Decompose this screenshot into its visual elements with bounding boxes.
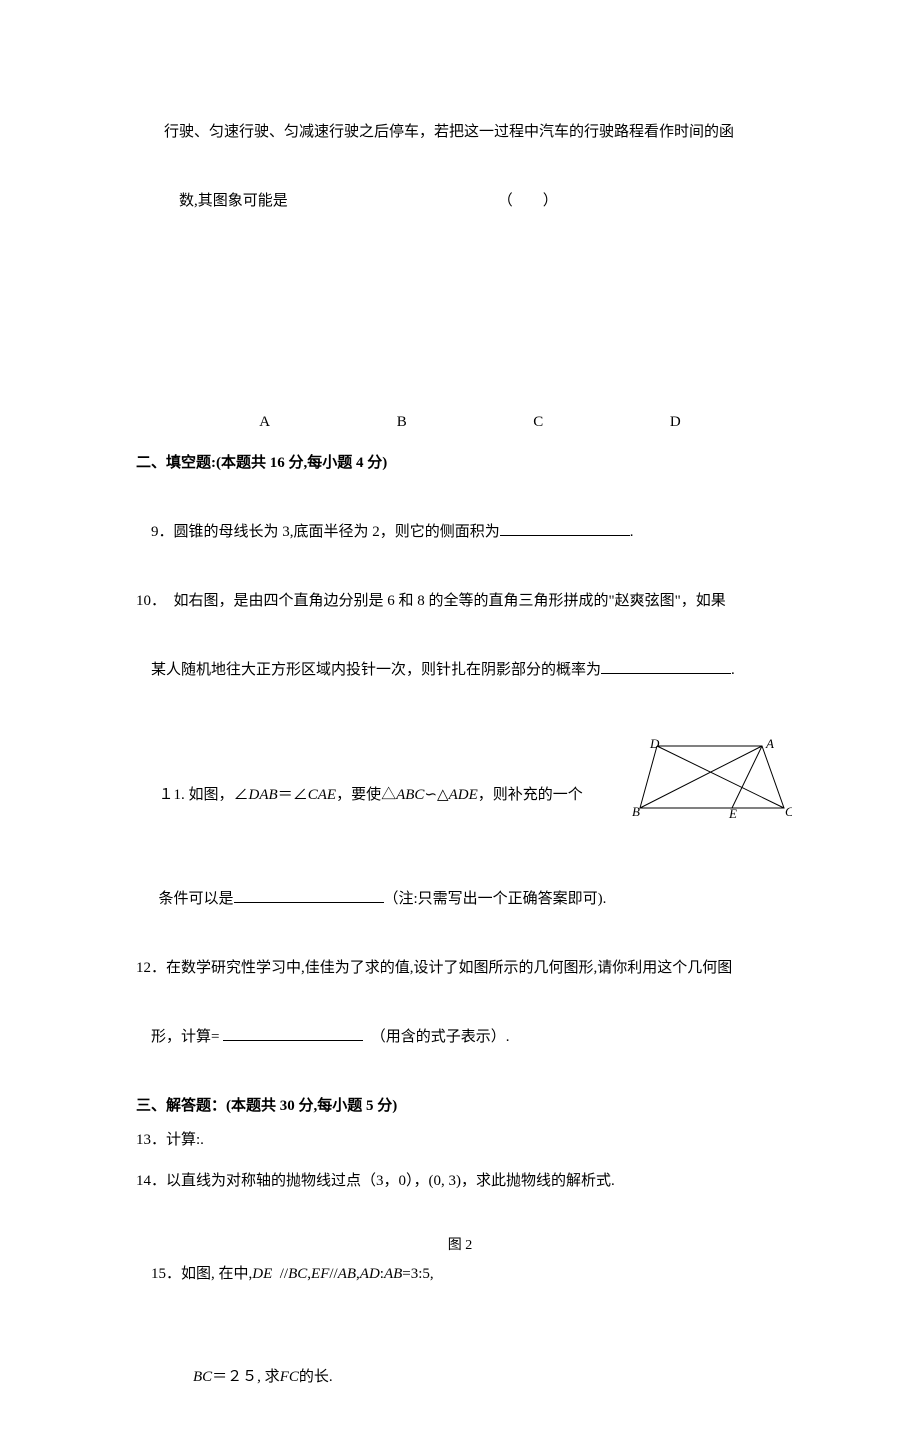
- q13: 13．计算:.: [136, 1123, 784, 1158]
- q12-line1: 12．在数学研究性学习中,佳佳为了求的值,设计了如图所示的几何图形,请你利用这个…: [136, 951, 784, 986]
- q15-ab: AB: [338, 1266, 356, 1282]
- q8-cont-line1: 行驶、匀速行驶、匀减速行驶之后停车，若把这一过程中汽车的行驶路程看作时间的函: [136, 115, 784, 150]
- q15-p2: //: [329, 1266, 337, 1282]
- q11-abc: ABC: [396, 787, 424, 803]
- choice-d: D: [670, 405, 681, 440]
- q10-line2: 某人随机地往大正方形区域内投针一次，则针扎在阴影部分的概率为.: [136, 618, 784, 722]
- q11-t4: ，则补充的一个: [478, 787, 583, 803]
- q15-p1: //: [272, 1266, 288, 1282]
- q11-tri2: △: [437, 787, 449, 803]
- svg-text:A: A: [765, 738, 774, 751]
- q10-line2-text: 某人随机地往大正方形区域内投针一次，则针扎在阴影部分的概率为: [151, 662, 601, 678]
- q9-period: .: [630, 524, 634, 540]
- q15-ad: AD: [360, 1266, 380, 1282]
- q8-cont-line2-text: 数,其图象可能是: [179, 193, 288, 209]
- q15-ab2: AB: [384, 1266, 402, 1282]
- q9-blank: [500, 521, 630, 536]
- q11-line2: 条件可以是 （注:只需写出一个正确答案即可).: [136, 847, 784, 951]
- q12-blank: [223, 1026, 363, 1041]
- q14: 14．以直线为对称轴的抛物线过点（3，0），(0, 3)，求此抛物线的解析式.: [136, 1164, 784, 1199]
- q15-ef: EF: [311, 1266, 329, 1282]
- q10-period: .: [731, 662, 735, 678]
- q15-bc2: BC: [193, 1369, 212, 1385]
- q11-tri1: △: [381, 787, 396, 803]
- q11-blank: [234, 888, 384, 903]
- q11-t1: １1. 如图，: [159, 787, 234, 803]
- section2-heading: 二、填空题:(本题共 16 分,每小题 4 分): [136, 446, 784, 481]
- q15-a: 15．如图, 在中,: [151, 1266, 252, 1282]
- q11-l2a: 条件可以是: [159, 891, 234, 907]
- choice-b: B: [397, 405, 407, 440]
- q15-bc: BC: [288, 1266, 307, 1282]
- q15-r: =3:5,: [402, 1266, 433, 1282]
- q12-line2: 形，计算= （用含的式子表示）.: [136, 985, 784, 1089]
- q15-end: 的长.: [299, 1369, 333, 1385]
- q15-fc: FC: [280, 1369, 299, 1385]
- q11-wrap: １1. 如图，∠DAB＝∠CAE，要使△ABC∽△ADE，则补充的一个 条件可以…: [136, 744, 784, 951]
- choice-c: C: [533, 405, 543, 440]
- q15-de: DE: [252, 1266, 272, 1282]
- q10-blank: [601, 659, 731, 674]
- q9-text: 9．圆锥的母线长为 3,底面半径为 2，则它的侧面积为: [151, 524, 500, 540]
- choice-a: A: [259, 405, 270, 440]
- q11-cae: CAE: [308, 787, 336, 803]
- q11-l2b: （注:只需写出一个正确答案即可).: [384, 891, 607, 907]
- page-footer: 图 2: [0, 1230, 920, 1262]
- q9: 9．圆锥的母线长为 3,底面半径为 2，则它的侧面积为.: [136, 480, 784, 584]
- q11-t3: ，要使: [336, 787, 381, 803]
- svg-text:D: D: [649, 738, 660, 751]
- svg-text:E: E: [728, 806, 737, 820]
- q12-l2a: 形，计算=: [151, 1029, 223, 1045]
- q11-ade: ADE: [449, 787, 478, 803]
- q11-eq: ＝: [278, 787, 293, 803]
- q10-line1: 10． 如右图，是由四个直角边分别是 6 和 8 的全等的直角三角形拼成的"赵爽…: [136, 584, 784, 619]
- q11-figure: D A B E C: [632, 738, 792, 820]
- q12-l2b: （用含的式子表示）.: [371, 1029, 510, 1045]
- section3-heading: 三、解答题：(本题共 30 分,每小题 5 分): [136, 1089, 784, 1124]
- q15-25: ＝２５, 求: [212, 1369, 280, 1385]
- q8-choice-row: A B C D: [136, 405, 784, 440]
- svg-text:C: C: [785, 804, 792, 819]
- q15-line2: BC＝２５, 求FC的长.: [136, 1326, 784, 1429]
- q8-paren: （ ）: [498, 193, 558, 209]
- q11-sim: ∽: [424, 787, 437, 803]
- svg-text:B: B: [632, 804, 640, 819]
- q11-t2: ∠: [234, 787, 249, 803]
- q8-cont-line2: 数,其图象可能是 （ ）: [136, 150, 784, 254]
- q11-dab: DAB: [249, 787, 278, 803]
- q11-ang2: ∠: [293, 787, 308, 803]
